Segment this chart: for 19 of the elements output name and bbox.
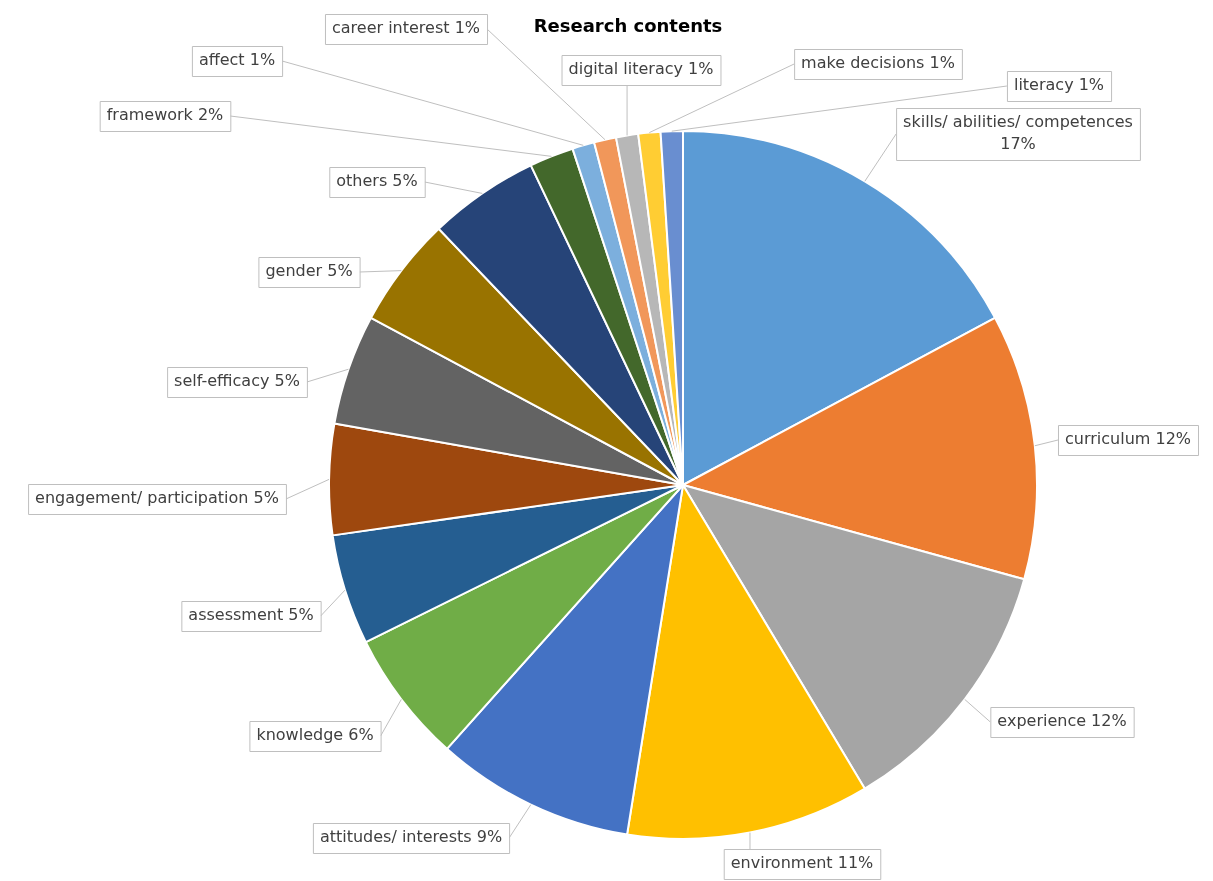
slice-label: self-efficacy 5%: [174, 371, 300, 391]
slice-label: literacy 1%: [1013, 75, 1105, 95]
slice-label: attitudes/ interests 9%: [319, 827, 503, 847]
slice-label: curriculum 12%: [1064, 429, 1192, 449]
slice-label: environment 11%: [730, 853, 874, 873]
slice-label: experience 12%: [997, 711, 1127, 731]
slice-label: make decisions 1%: [801, 53, 955, 73]
slice-label: assessment 5%: [188, 605, 314, 625]
slice-label: others 5%: [336, 171, 418, 191]
slice-label: framework 2%: [106, 105, 224, 125]
chart-title: Research contents: [533, 14, 723, 36]
data-label: 17%: [1000, 134, 1036, 154]
slice-label: engagement/ participation 5%: [35, 488, 279, 508]
slice-label: knowledge 6%: [256, 725, 374, 745]
slice-label: career interest 1%: [331, 18, 481, 38]
slice-label: digital literacy 1%: [568, 59, 714, 79]
slice-label: affect 1%: [198, 50, 276, 70]
slice-label: gender 5%: [265, 261, 353, 281]
slice-label: skills/ abilities/ competences: [903, 112, 1133, 132]
